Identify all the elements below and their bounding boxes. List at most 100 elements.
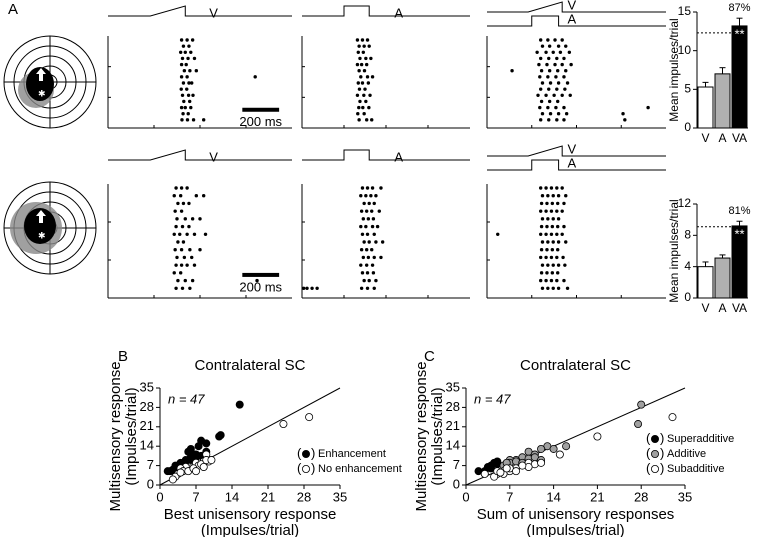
spike <box>201 194 206 198</box>
spike <box>556 194 561 198</box>
spike <box>367 201 371 206</box>
n-label: n = 47 <box>474 391 511 406</box>
spike <box>201 118 206 122</box>
spike <box>540 112 545 116</box>
spike <box>546 75 550 79</box>
spike <box>182 99 186 104</box>
spike <box>370 209 374 213</box>
spike <box>178 232 182 236</box>
spike <box>181 112 185 116</box>
x-tick-label: 7 <box>192 489 199 504</box>
spike <box>370 224 375 229</box>
spike <box>544 186 548 190</box>
spike <box>547 99 552 104</box>
legend-paren: ( <box>297 460 302 475</box>
spike <box>183 217 187 221</box>
spike <box>180 56 185 61</box>
legend-paren: ) <box>660 445 664 460</box>
spike <box>367 105 371 110</box>
spike <box>172 232 176 236</box>
y-tick-label: 0 <box>684 290 691 304</box>
stimulus-trace <box>302 149 470 161</box>
spike <box>180 93 185 97</box>
spike <box>189 50 193 54</box>
stimulus-trace <box>108 5 292 17</box>
spike <box>362 93 366 97</box>
spike <box>547 44 552 48</box>
spike <box>184 62 188 67</box>
spike <box>539 99 544 104</box>
stimulus-label: V <box>209 149 218 164</box>
legend-label: Additive <box>667 448 706 460</box>
spike <box>176 201 180 206</box>
spike <box>374 278 378 283</box>
spike <box>186 56 190 61</box>
spike <box>357 105 361 110</box>
spike <box>189 105 193 110</box>
spike <box>564 69 568 73</box>
spike <box>374 240 378 244</box>
receptive-field: ✱ <box>3 35 97 129</box>
y-axis-label: Mean impulses/trial <box>667 199 681 302</box>
spike <box>555 255 559 260</box>
spike <box>179 186 184 190</box>
spike <box>356 81 360 85</box>
spike <box>187 44 191 48</box>
significance: ** <box>734 26 744 41</box>
x-tick-label: 35 <box>333 489 347 504</box>
spike <box>198 217 202 221</box>
spike <box>357 44 361 48</box>
spike <box>563 263 567 267</box>
spike <box>183 278 187 283</box>
spike <box>496 232 500 236</box>
spike <box>179 248 184 252</box>
scale-bar <box>242 107 280 112</box>
spike <box>362 44 366 48</box>
spike <box>186 93 191 97</box>
spike <box>556 112 561 116</box>
spike <box>359 286 364 290</box>
x-tick-label: 28 <box>297 489 311 504</box>
x-tick-label: 14 <box>546 489 560 504</box>
spike <box>562 75 566 79</box>
spike <box>556 217 561 221</box>
spike <box>551 286 555 290</box>
spike <box>185 186 189 190</box>
spike <box>372 201 376 206</box>
point <box>305 413 314 422</box>
spike <box>356 50 360 54</box>
spike <box>355 62 360 67</box>
spike <box>551 217 555 221</box>
x-tick-label: V <box>701 301 709 315</box>
spike <box>363 87 367 91</box>
spike <box>562 278 566 283</box>
spike <box>190 81 194 85</box>
spike <box>366 217 371 221</box>
spike <box>552 93 556 97</box>
point <box>518 461 527 470</box>
spike <box>551 50 555 54</box>
spike <box>539 271 544 275</box>
spike <box>179 38 184 42</box>
spike <box>554 105 558 110</box>
legend-marker <box>651 434 660 443</box>
point <box>562 442 571 451</box>
spike <box>558 50 563 54</box>
spike <box>364 248 369 252</box>
legend-paren: ( <box>297 445 302 460</box>
x-tick-label: VA <box>732 131 747 145</box>
spike <box>181 240 186 244</box>
stimulus-label: V <box>568 0 577 12</box>
spike <box>550 271 555 275</box>
spike <box>367 278 371 283</box>
panel-label: A <box>8 1 18 18</box>
spike <box>546 217 550 221</box>
y-tick-label: 15 <box>678 4 692 18</box>
spike <box>544 50 548 54</box>
stimulus-label: A <box>394 149 403 164</box>
spike <box>539 38 543 42</box>
spike <box>369 194 373 198</box>
spike <box>362 69 367 73</box>
spike <box>362 201 366 206</box>
